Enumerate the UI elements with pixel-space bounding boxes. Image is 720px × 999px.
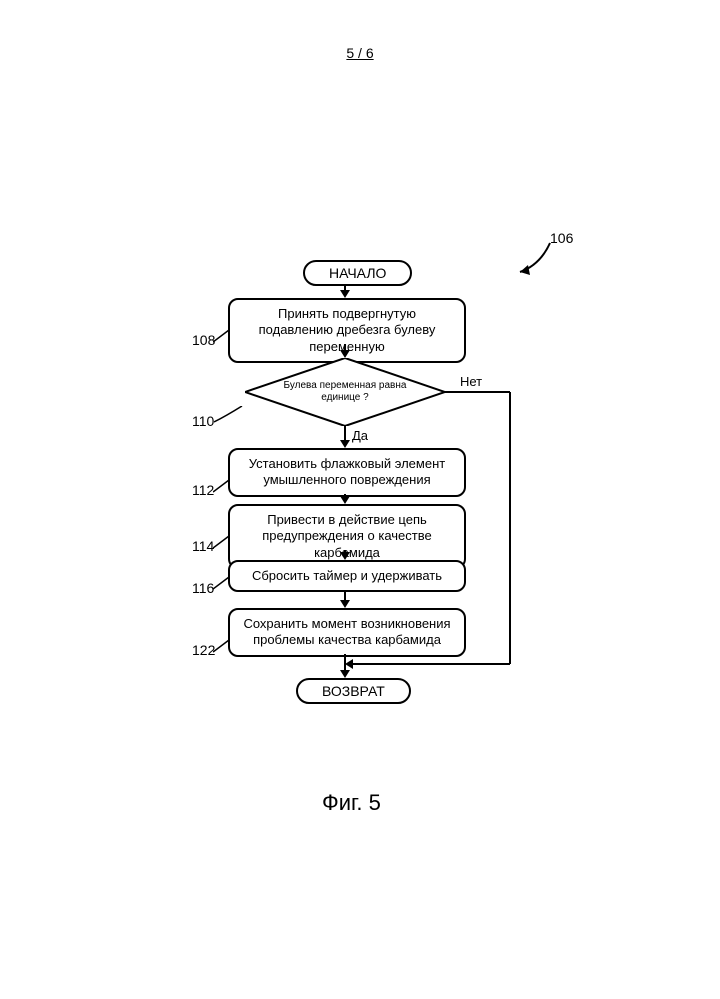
connectors: [0, 260, 720, 720]
figure-caption: Фиг. 5: [322, 790, 381, 816]
page-number: 5 / 6: [346, 45, 373, 61]
